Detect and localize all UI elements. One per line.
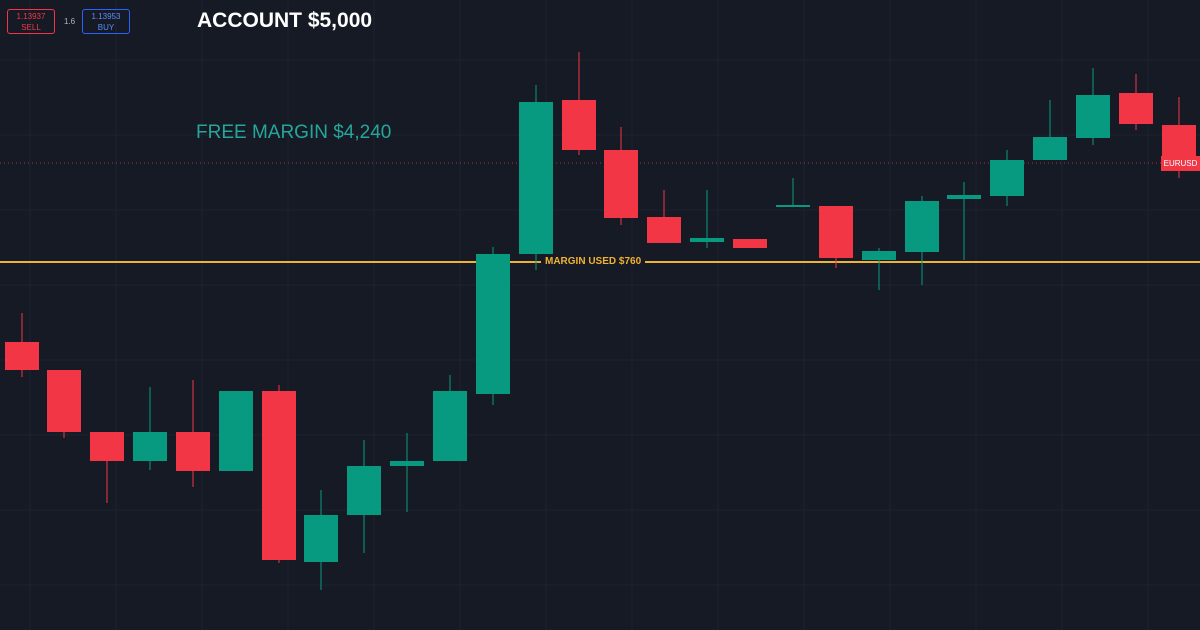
candle-body (262, 391, 296, 560)
candle-body (304, 515, 338, 562)
candle-body (947, 195, 981, 199)
candle-body (990, 160, 1024, 196)
candle-body (562, 100, 596, 150)
candle-body (862, 251, 896, 260)
candle-body (690, 238, 724, 242)
sell-price: 1.13937 (16, 12, 46, 21)
candle-body (133, 432, 167, 461)
buy-button[interactable]: 1.13953 BUY (82, 9, 130, 34)
candle-body (390, 461, 424, 466)
candle-body (1033, 137, 1067, 160)
candle-body (47, 370, 81, 432)
candle-body (819, 206, 853, 258)
candle-body (905, 201, 939, 252)
candle-body (347, 466, 381, 515)
candle-body (647, 217, 681, 243)
candle-body (219, 391, 253, 471)
symbol-price-tag: EURUSD (1161, 156, 1200, 171)
buy-label: BUY (97, 23, 115, 32)
candle-body (433, 391, 467, 461)
candle-body (176, 432, 210, 471)
candle-body (519, 102, 553, 254)
candle-body (5, 342, 39, 370)
spread: 1.6 (64, 17, 76, 26)
sell-label: SELL (21, 23, 41, 32)
sell-button[interactable]: 1.13937 SELL (7, 9, 55, 34)
candle-body (733, 239, 767, 248)
candle-body (776, 205, 810, 207)
candle-body (1119, 93, 1153, 124)
account-label: ACCOUNT $5,000 (197, 9, 373, 32)
margin-used-label: MARGIN USED $760 (541, 255, 646, 269)
buy-price: 1.13953 (91, 12, 121, 21)
candle-body (476, 254, 510, 394)
candle-body (604, 150, 638, 218)
free-margin-label: FREE MARGIN $4,240 (196, 122, 392, 143)
candle-body (1076, 95, 1110, 138)
candle-body (90, 432, 124, 461)
